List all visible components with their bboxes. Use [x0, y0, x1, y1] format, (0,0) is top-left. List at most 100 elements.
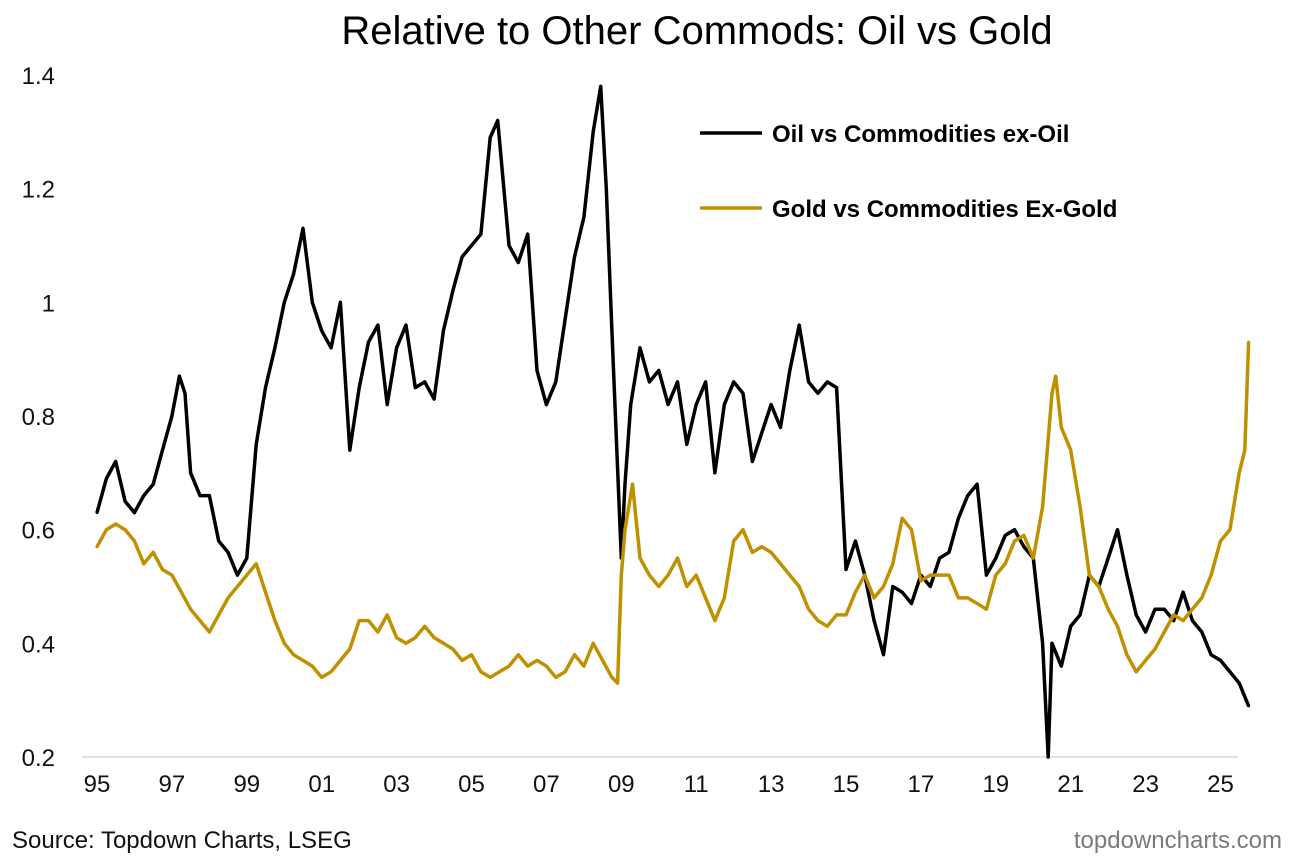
y-tick-label: 1 [42, 290, 55, 317]
data-point-gold [432, 636, 436, 640]
data-point-gold [947, 573, 951, 577]
data-point-gold [1087, 573, 1091, 577]
data-point-oil [423, 380, 427, 384]
data-point-gold [623, 528, 627, 532]
data-point-oil [769, 403, 773, 407]
data-point-gold [732, 539, 736, 543]
data-point-gold [142, 562, 146, 566]
x-tick-label: 25 [1207, 771, 1234, 798]
data-point-oil [928, 585, 932, 588]
data-point-gold [619, 573, 623, 577]
data-point-oil [177, 374, 181, 378]
data-point-oil [183, 391, 187, 395]
data-point-oil [1013, 528, 1016, 532]
data-point-gold [507, 664, 511, 668]
data-point-oil [788, 369, 792, 372]
data-point-oil [741, 391, 745, 395]
data-point-gold [235, 585, 239, 588]
data-point-gold [479, 670, 483, 674]
data-point-gold [1116, 624, 1119, 628]
data-point-gold [516, 653, 520, 657]
data-point-gold [151, 550, 155, 554]
x-tick-label: 23 [1132, 771, 1159, 798]
data-point-oil [151, 482, 155, 486]
data-point-gold [441, 641, 445, 645]
data-point-oil [713, 471, 717, 475]
data-point-gold [526, 664, 530, 668]
data-point-gold [631, 482, 634, 486]
data-point-gold [582, 664, 586, 668]
data-point-gold [451, 647, 455, 651]
data-point-gold [863, 573, 867, 577]
x-tick-label: 95 [84, 771, 111, 798]
data-point-oil [647, 380, 651, 384]
data-point-oil [666, 403, 670, 407]
data-point-gold [910, 528, 913, 532]
data-point-oil [1078, 613, 1082, 617]
data-point-gold [498, 670, 502, 674]
data-point-gold [132, 539, 136, 543]
data-point-oil [910, 602, 913, 605]
data-point-gold [320, 675, 324, 679]
data-point-oil [835, 386, 839, 390]
data-point-oil [338, 300, 342, 304]
data-point-gold [535, 658, 539, 662]
y-tick-label: 0.2 [22, 745, 55, 772]
y-tick-label: 0.8 [22, 404, 55, 431]
data-point-gold [750, 550, 754, 554]
data-point-oil [1190, 619, 1194, 623]
data-point-gold [984, 607, 988, 611]
data-point-oil [226, 550, 230, 554]
data-point-gold [825, 624, 829, 628]
data-point-oil [1041, 641, 1045, 645]
data-point-gold [1181, 619, 1185, 623]
data-point-oil [1116, 528, 1119, 532]
data-point-oil [254, 442, 258, 446]
data-point-gold [1003, 562, 1007, 566]
data-point-gold [779, 562, 782, 566]
data-point-gold [123, 528, 127, 532]
data-point-gold [601, 658, 605, 662]
data-point-gold [1243, 448, 1247, 452]
data-point-gold [835, 613, 839, 617]
data-point-oil [750, 460, 754, 463]
data-point-oil [872, 619, 876, 623]
data-point-gold [1013, 539, 1016, 543]
data-point-gold [938, 573, 942, 577]
data-point-gold [722, 596, 726, 600]
data-point-gold [207, 630, 211, 634]
data-point-oil [535, 369, 539, 372]
data-point-gold [413, 636, 417, 640]
data-point-oil [207, 494, 211, 498]
data-point-gold [104, 528, 108, 532]
data-point-oil [348, 448, 352, 452]
data-point-gold [1209, 573, 1213, 577]
data-point-oil [599, 84, 603, 88]
data-point-oil [657, 369, 661, 372]
data-point-oil [1134, 613, 1138, 617]
data-point-gold [273, 619, 277, 623]
data-point-gold [95, 545, 99, 549]
y-axis: 0.2 0.4 0.6 0.8 1 1.2 1.4 [22, 63, 55, 772]
data-point-oil [760, 431, 764, 435]
data-point-oil [357, 386, 361, 390]
data-point-gold [1228, 528, 1232, 532]
data-point-gold [179, 590, 183, 594]
data-point-gold [1031, 556, 1035, 560]
data-point-gold [816, 619, 820, 623]
data-point-gold [975, 602, 979, 605]
data-point-oil [1219, 658, 1222, 662]
data-point-oil [1237, 681, 1241, 685]
data-point-gold [694, 573, 698, 577]
data-point-oil [676, 380, 679, 384]
data-point-oil [329, 346, 333, 350]
data-point-oil [623, 482, 627, 486]
data-point-oil [732, 380, 736, 384]
data-point-gold [1144, 658, 1148, 662]
data-point-gold [292, 653, 296, 657]
data-point-gold [170, 573, 174, 577]
data-point-oil [320, 329, 324, 333]
x-tick-label: 07 [533, 771, 560, 798]
data-point-oil [797, 323, 801, 327]
